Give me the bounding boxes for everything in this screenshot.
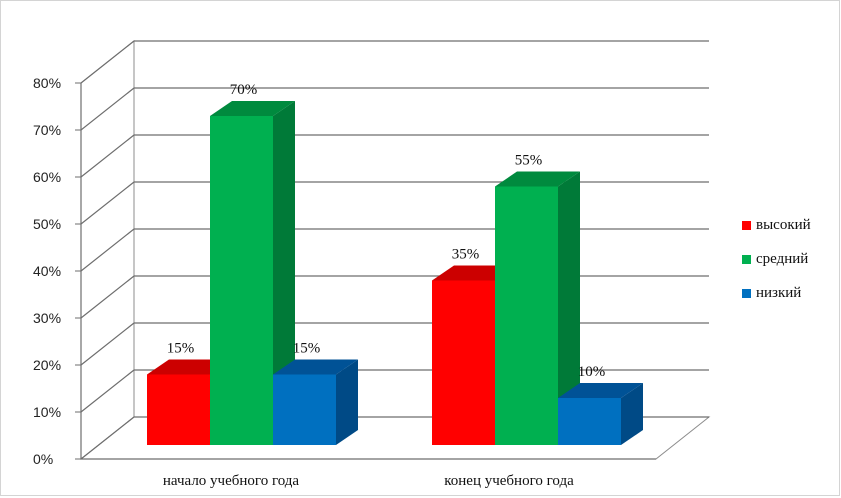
y-tick-label: 60% [33,169,61,185]
gridline [80,228,709,272]
y-tick-label: 20% [33,357,61,373]
y-tick-label: 80% [33,75,61,91]
data-label: 15% [293,341,321,357]
bar-top [495,171,580,187]
data-label: 10% [578,364,606,380]
bar-side [273,101,295,445]
category-label: начало учебного года [163,473,300,489]
data-label: 55% [515,153,543,169]
bar-низкий [273,359,358,445]
legend-swatch [742,288,751,298]
category-labels: начало учебного года конец учебного года [163,473,574,489]
y-tick-label: 30% [33,310,61,326]
y-tick-label: 40% [33,263,61,279]
bars [147,101,643,445]
legend-swatch [742,220,751,230]
bar-front [495,186,558,445]
legend-item: низкий [742,285,838,301]
gridline [80,134,709,178]
bar-средний [495,171,580,445]
gridline [80,275,709,319]
y-tick-label: 70% [33,122,61,138]
gridline [80,87,709,131]
gridline [80,40,709,84]
y-tick-label: 50% [33,216,61,232]
bar-низкий [558,383,643,445]
bar-средний [210,101,295,445]
y-tick-label: 0% [33,451,53,467]
bar-top [273,359,358,375]
legend-item: высокий [742,217,838,233]
gridline [80,181,709,225]
y-tick-label: 10% [33,404,61,420]
legend-swatch [742,254,751,264]
legend-label: низкий [756,284,802,301]
legend-label: средний [756,250,809,267]
bar-top [210,101,295,116]
y-axis-tick-labels: 0% 10% 20% 30% 40% 50% 60% 70% 80% [33,75,61,467]
bar-front [273,374,336,445]
bar-side [558,171,580,445]
bar-side [336,359,358,445]
category-label: конец учебного года [444,473,574,489]
bar-side [621,383,643,445]
bar-front [558,398,621,445]
legend: высокий средний низкий [742,217,838,319]
bar-front [147,374,210,445]
legend-item: средний [742,251,838,267]
bar-front [210,116,273,445]
data-label: 35% [452,247,480,263]
data-labels: 15% 70% 15% 35% 55% 10% [167,82,606,380]
bar-top [558,383,643,398]
bar-front [432,280,495,445]
data-label: 15% [167,341,195,357]
data-label: 70% [230,82,258,98]
legend-label: высокий [756,216,811,233]
